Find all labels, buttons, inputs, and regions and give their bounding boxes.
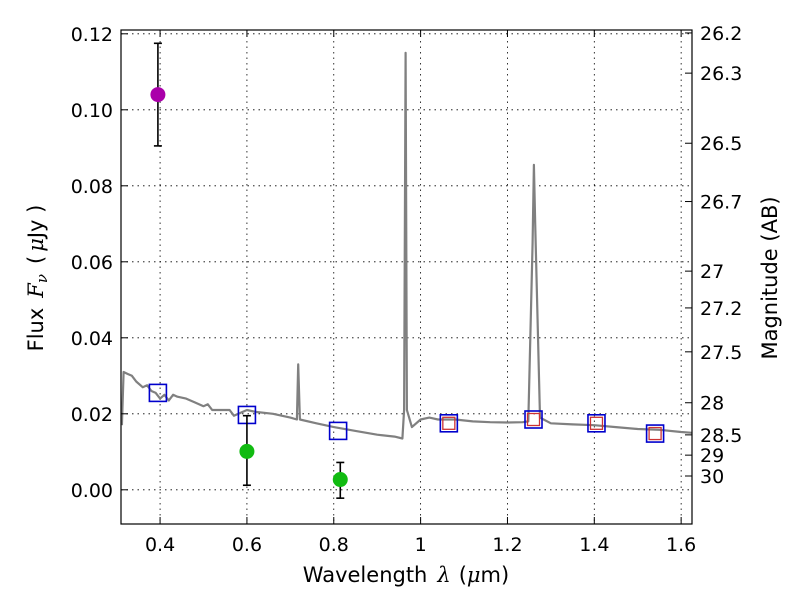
mag-tick-label: 26.7	[700, 192, 742, 214]
mag-tick-label: 26.5	[700, 133, 742, 155]
mag-tick-label: 27	[700, 261, 724, 283]
y-axis-label: FluxFν(μJy )	[24, 205, 51, 352]
mag-tick-label: 29	[700, 445, 724, 467]
x-tick-label: 0.6	[232, 534, 262, 556]
x-tick-label: 0.4	[145, 534, 175, 556]
markers	[148, 42, 665, 499]
y-tick-label: 0.06	[71, 252, 113, 274]
y-tick-label: 0.10	[71, 100, 113, 122]
model-square-marker	[148, 383, 168, 403]
model-square-marker	[328, 421, 348, 441]
detection-point	[239, 443, 255, 459]
x-axis-label: Wavelength λ (μm)	[303, 563, 509, 587]
plot-frame	[120, 29, 693, 525]
detection-point	[332, 472, 348, 488]
observed-square-marker	[589, 416, 604, 430]
model-square-marker	[524, 410, 543, 429]
y-tick-label: 0.08	[71, 176, 113, 198]
x-tick-label: 1	[415, 534, 427, 556]
observed-square-marker	[442, 416, 456, 430]
observed-square-marker	[526, 412, 541, 427]
mag-tick-label: 27.5	[700, 342, 742, 364]
model-square-marker	[587, 413, 606, 433]
y-tick-label: 0.02	[71, 404, 113, 426]
mag-tick-label: 30	[700, 466, 724, 488]
mag-tick-label: 28.5	[700, 425, 742, 447]
observed-square-marker	[648, 426, 662, 441]
detection-point	[150, 87, 166, 103]
ticks: 0.4 0.6 0.8 1 1.2 1.4 1.6 0.00 0.02 0.04 0.06 0.08 0…	[71, 23, 743, 556]
model-square-marker	[439, 413, 459, 433]
x-tick-label: 0.8	[319, 534, 349, 556]
mag-tick-label: 26.3	[700, 63, 742, 85]
x-tick-label: 1.6	[666, 534, 696, 556]
y-tick-label: 0.00	[71, 480, 113, 502]
mag-tick-label: 27.2	[700, 298, 742, 320]
spectrum-series	[120, 51, 693, 440]
x-tick-label: 1.4	[579, 534, 609, 556]
y-tick-label: 0.04	[71, 328, 113, 350]
y-tick-label: 0.12	[71, 24, 113, 46]
x-tick-label: 1.2	[492, 534, 522, 556]
model-square-marker	[645, 424, 665, 443]
y2-axis-label: Magnitude (AB)	[758, 196, 782, 359]
mag-tick-label: 26.2	[700, 23, 742, 45]
mag-tick-label: 28	[700, 393, 724, 415]
spectrum-line	[120, 51, 693, 440]
